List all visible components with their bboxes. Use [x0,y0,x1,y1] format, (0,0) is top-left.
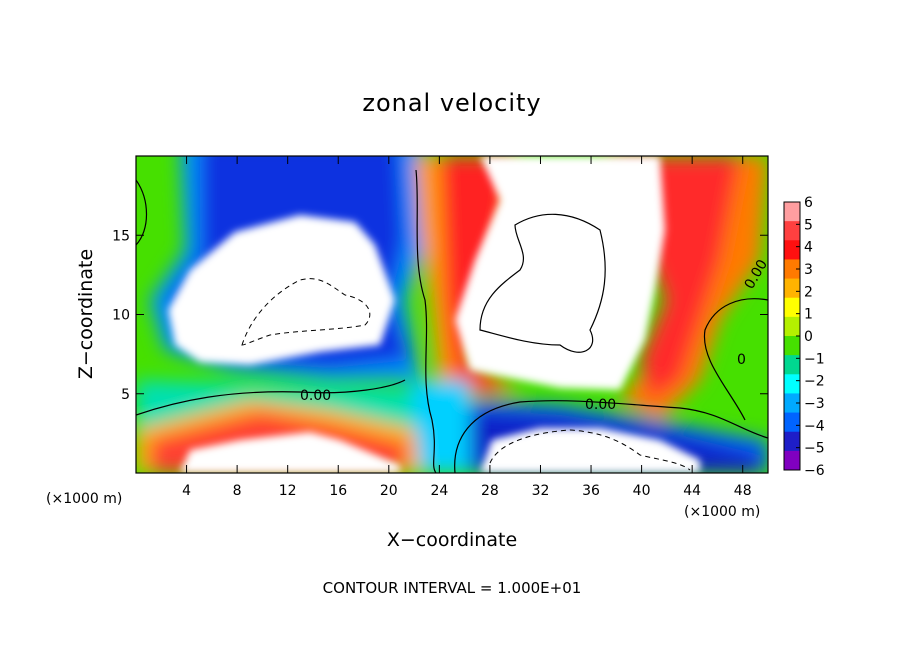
x-tick-label: 20 [380,483,398,499]
colorbar-swatch [784,393,800,414]
colorbar-swatch [784,431,800,452]
x-axis-label: X−coordinate [387,529,517,551]
colorbar-swatch [784,374,800,394]
x-tick-label: 40 [633,483,651,499]
x-tick-label: 28 [481,483,499,499]
x-tick-label: 4 [182,483,191,499]
y-axis-ticks: 5 10 15 [112,228,768,403]
chart-title: zonal velocity [362,89,541,117]
x-tick-label: 44 [683,483,701,499]
colorbar-swatch [784,202,800,222]
x-tick-label: 48 [734,483,752,499]
colorbar-tick-label: −3 [804,396,825,412]
x-axis-unit: (×1000 m) [684,504,760,520]
y-axis-unit: (×1000 m) [46,491,122,507]
contour-label: 0.00 [585,397,616,413]
colorbar-tick-label: −4 [804,418,825,434]
y-axis-label: Z−coordinate [75,249,97,379]
colorbar-tick-label: −6 [804,463,825,479]
x-axis-ticks: 4 8 12 16 20 24 28 32 36 40 44 48 [182,156,752,499]
colorbar-swatch [784,297,800,318]
colorbar-tick-label: 4 [804,240,813,256]
x-tick-label: 36 [582,483,600,499]
colorbar-tick-label: 3 [804,262,813,278]
x-tick-label: 12 [279,483,297,499]
colorbar-tick-label: 0 [804,329,813,345]
x-tick-label: 16 [329,483,347,499]
colorbar-swatch [784,240,800,260]
contour-label: 0 [737,352,746,368]
y-tick-label: 15 [112,228,130,244]
colorbar-tick-label: 5 [804,217,813,233]
colorbar-tick-label: 2 [804,284,813,300]
colorbar-swatch [784,316,800,337]
colorbar-swatch [784,278,800,299]
colorbar-ticks: 6 5 4 3 2 1 0 −1 −2 −3 −4 −5 −6 [796,195,825,479]
colorbar-swatch [784,450,800,471]
colorbar-tick-label: 1 [804,307,813,323]
contour-interval-text: CONTOUR INTERVAL = 1.000E+01 [323,579,582,597]
colorbar-swatch [784,355,800,375]
y-tick-label: 5 [121,387,130,403]
colorbar-swatch [784,221,800,241]
y-tick-label: 10 [112,308,130,324]
heatmap-field [136,156,768,473]
contour-label: 0.00 [300,388,331,404]
colorbar-tick-label: −1 [804,351,825,367]
colorbar-swatch [784,336,800,356]
colorbar [783,201,801,471]
x-tick-label: 24 [430,483,448,499]
colorbar-tick-label: −5 [804,441,825,457]
colorbar-tick-label: 6 [804,195,813,211]
colorbar-swatch [784,412,800,433]
colorbar-swatch [784,259,800,280]
x-tick-label: 8 [233,483,242,499]
colorbar-tick-label: −2 [804,374,825,390]
x-tick-label: 32 [532,483,550,499]
